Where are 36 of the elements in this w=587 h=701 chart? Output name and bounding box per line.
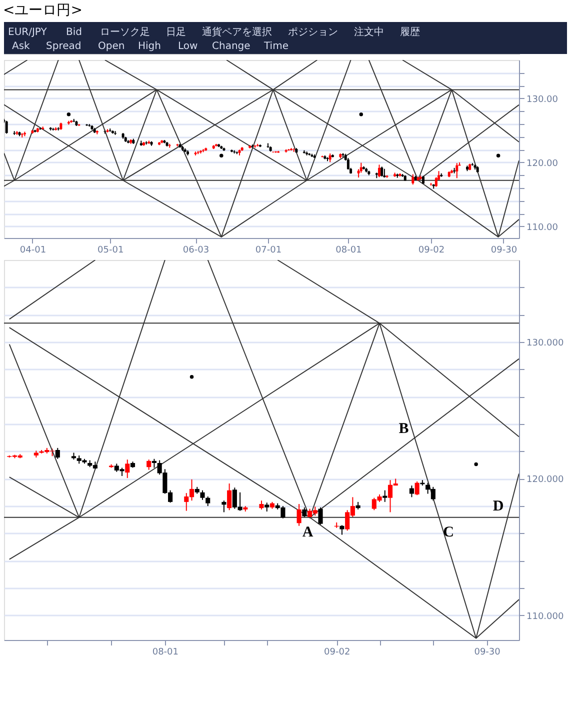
text: ローソク足 — [100, 27, 150, 38]
x-tick-label: 09-30 — [490, 246, 518, 256]
text: Spread — [46, 41, 82, 52]
text: EUR/JPY — [8, 27, 48, 38]
annotation: B — [398, 421, 409, 438]
text: Bid — [66, 27, 82, 38]
y-tick-label: 130.000 — [526, 338, 564, 349]
text: ポジション — [288, 27, 338, 38]
x-tick-label: 09-02 — [324, 648, 350, 658]
text: Change — [212, 41, 250, 52]
x-tick-label: 09-30 — [474, 648, 501, 658]
y-tick-label: 110.00 — [526, 222, 558, 233]
y-tick-label: 120.00 — [526, 158, 558, 169]
x-tick-label: 08-01 — [336, 246, 362, 256]
text: Ask — [12, 41, 30, 52]
text: Low — [178, 41, 198, 52]
text: Open — [98, 41, 125, 52]
annotation: A — [302, 524, 314, 540]
y-tick-label: 110.000 — [526, 612, 564, 622]
x-tick-label: 04-01 — [20, 246, 46, 256]
annotation: C — [443, 524, 454, 540]
text: 注文中 — [354, 26, 384, 38]
chart-title: <ユーロ円> — [3, 2, 82, 18]
x-tick-label: 09-02 — [418, 246, 445, 256]
text: 通貨ペアを選択 — [202, 26, 272, 38]
x-tick-label: 06-03 — [182, 246, 210, 256]
text: Time — [263, 41, 288, 52]
x-tick-label: 07-01 — [255, 246, 282, 256]
y-tick-label: 130.00 — [526, 94, 558, 105]
x-tick-label: 08-01 — [152, 648, 179, 658]
text: High — [138, 41, 161, 52]
text: 日足 — [166, 27, 186, 38]
y-tick-label: 120.000 — [526, 475, 564, 486]
annotation: D — [492, 498, 504, 514]
text: 履歴 — [400, 27, 420, 38]
x-tick-label: 05-01 — [98, 246, 124, 256]
